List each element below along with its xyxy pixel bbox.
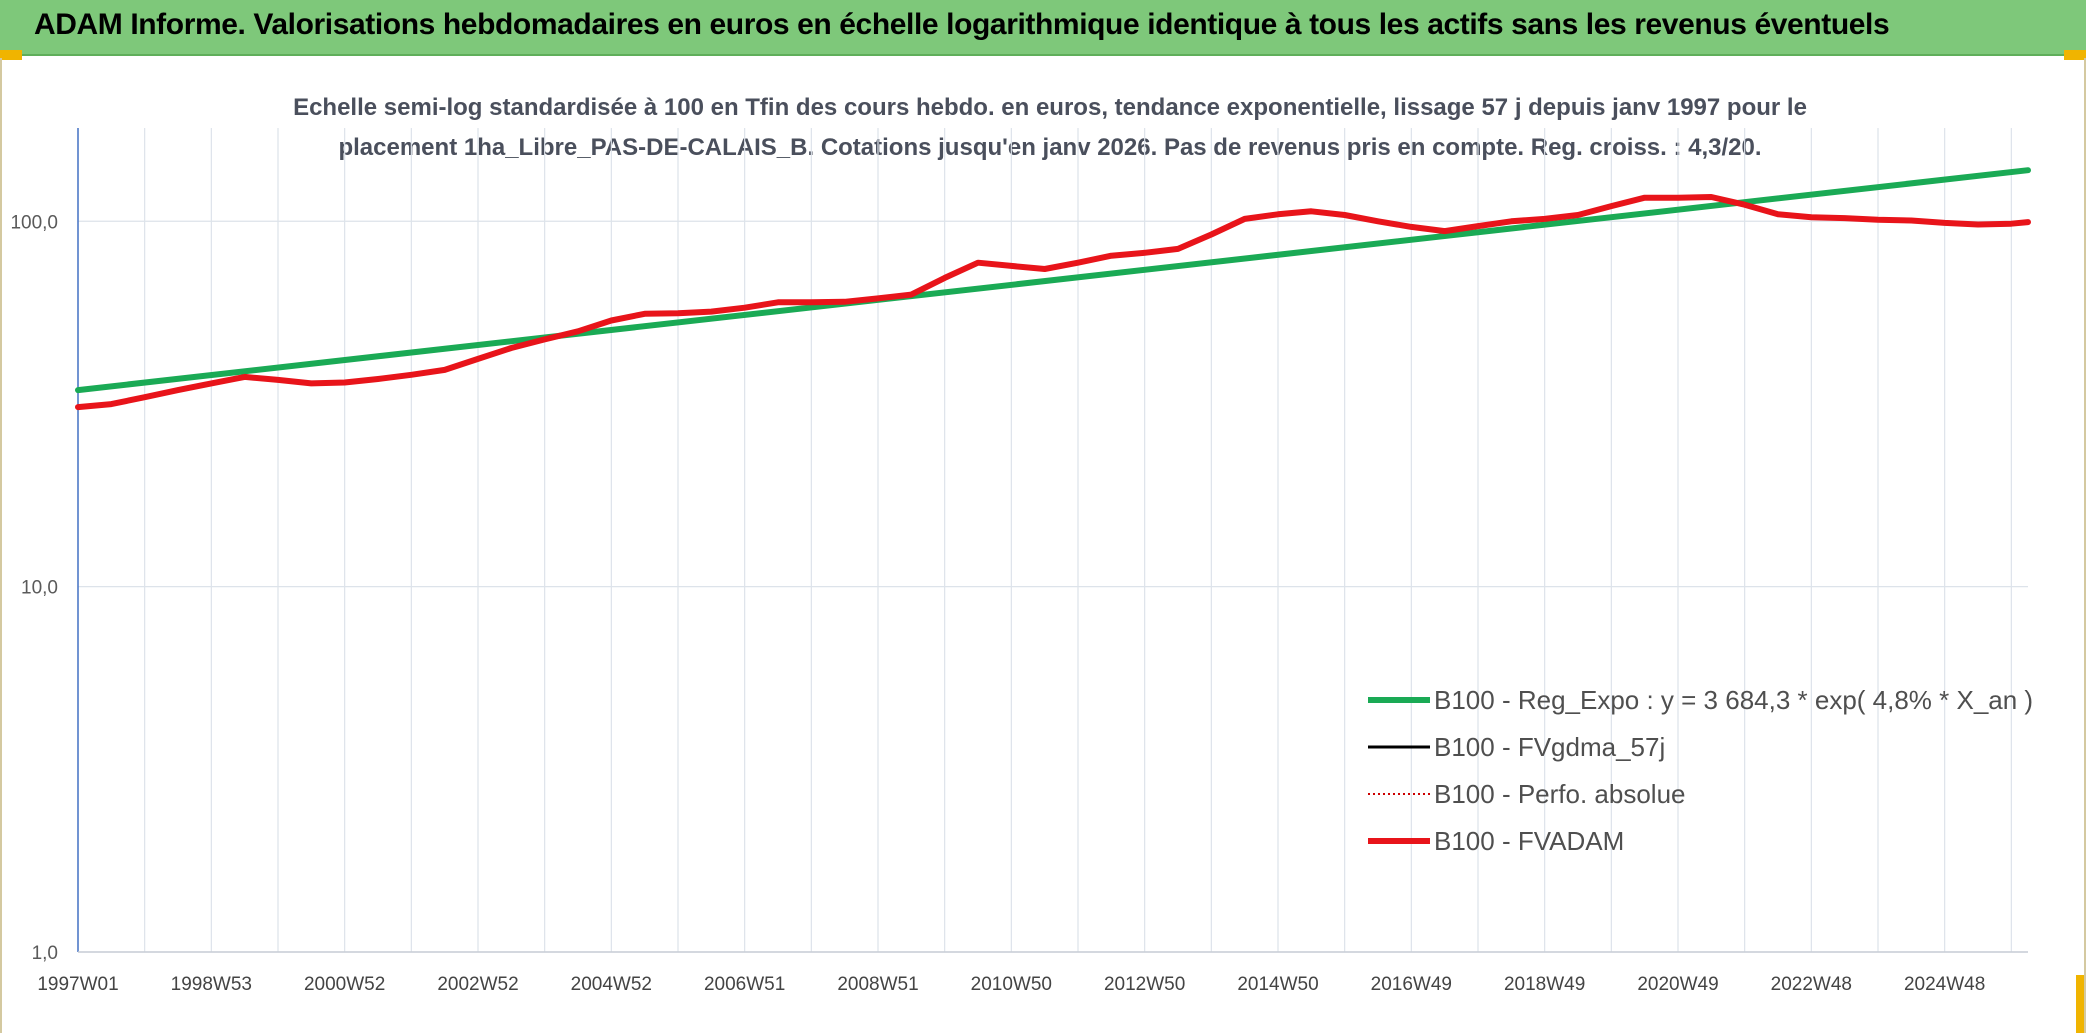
x-tick-label: 1997W01	[37, 974, 118, 995]
series-line-3	[75, 194, 2031, 411]
corner-marker-left	[0, 50, 22, 60]
report-banner: ADAM Informe. Valorisations hebdomadaire…	[0, 0, 2086, 56]
x-tick-label: 2022W48	[1771, 974, 1852, 995]
legend-label-0: B100 - Reg_Expo : y = 3 684,3 * exp( 4,8…	[1434, 685, 2033, 715]
x-tick-label: 2024W48	[1904, 974, 1985, 995]
legend-label-3: B100 - FVADAM	[1434, 826, 1624, 856]
legend-label-2: B100 - Perfo. absolue	[1434, 779, 1686, 809]
chart-title: Echelle semi-log standardisée à 100 en T…	[293, 94, 1807, 161]
x-tick-label: 2018W49	[1504, 974, 1585, 995]
x-tick-label: 2016W49	[1371, 974, 1452, 995]
x-tick-label: 2014W50	[1237, 974, 1318, 995]
x-tick-label: 2008W51	[837, 974, 918, 995]
series-line-0	[75, 167, 2031, 394]
x-tick-label: 2010W50	[971, 974, 1052, 995]
x-tick-label: 2000W52	[304, 974, 385, 995]
legend-label-1: B100 - FVgdma_57j	[1434, 732, 1665, 762]
corner-marker-right	[2064, 50, 2086, 60]
x-tick-label: 2020W49	[1637, 974, 1718, 995]
y-tick-label: 100,0	[10, 212, 58, 233]
axis-layer: 1,0 10,0 100,0 1997W01 1998W53 2000W52 2002W52…	[10, 128, 2028, 995]
corner-marker-bottom-right	[2076, 975, 2086, 1033]
chart-legend: B100 - Reg_Expo : y = 3 684,3 * exp( 4,8…	[1368, 685, 2033, 856]
x-tick-label: 1998W53	[171, 974, 252, 995]
grid-layer	[77, 128, 2028, 953]
y-tick-label: 10,0	[21, 578, 58, 599]
series-layer	[75, 167, 2031, 411]
x-tick-label: 2006W51	[704, 974, 785, 995]
x-tick-label: 2012W50	[1104, 974, 1185, 995]
y-tick-label: 1,0	[32, 943, 58, 964]
x-tick-label: 2004W52	[571, 974, 652, 995]
chart-frame	[0, 58, 2086, 1033]
x-tick-label: 2002W52	[437, 974, 518, 995]
report-title: ADAM Informe. Valorisations hebdomadaire…	[34, 8, 1890, 41]
